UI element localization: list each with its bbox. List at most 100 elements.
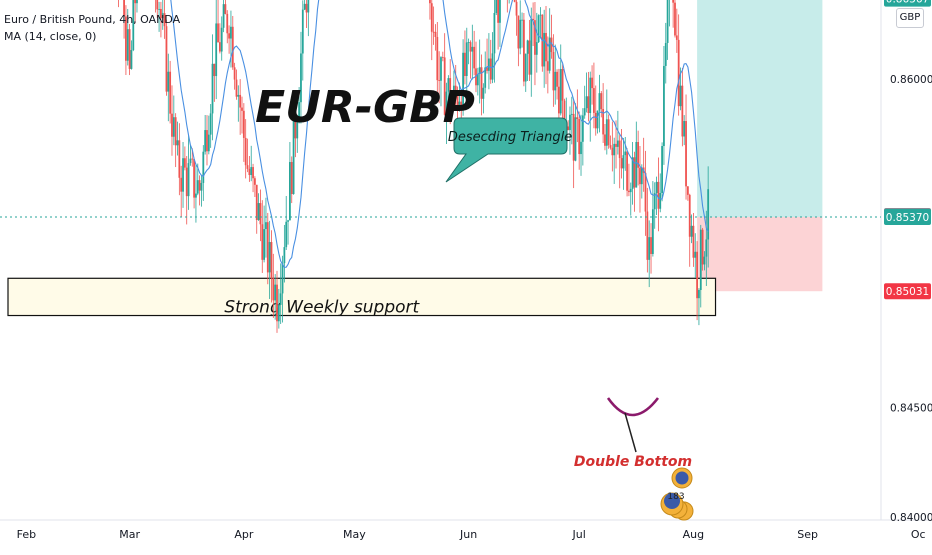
candle-body bbox=[604, 134, 606, 146]
triangle-callout: Desecding Triangle bbox=[445, 117, 572, 183]
candle-body bbox=[222, 4, 225, 28]
candle-body bbox=[594, 112, 597, 129]
candle-body bbox=[644, 172, 647, 212]
candle-body bbox=[607, 119, 610, 146]
target-zone bbox=[697, 0, 823, 217]
y-tick-label: 0.86000 bbox=[890, 74, 932, 86]
candle-body bbox=[438, 80, 441, 81]
candle-body bbox=[235, 79, 238, 97]
candle-body bbox=[163, 13, 166, 27]
candle-body bbox=[659, 193, 662, 209]
candle-body bbox=[136, 0, 138, 4]
candle-body bbox=[653, 193, 656, 210]
candle-body bbox=[476, 73, 479, 86]
candle-body bbox=[523, 19, 525, 82]
candle-body bbox=[569, 114, 571, 131]
candle-body bbox=[228, 33, 230, 39]
candle-body bbox=[224, 4, 227, 14]
candle-body bbox=[237, 94, 240, 97]
candle-body bbox=[123, 0, 125, 17]
candle-body bbox=[469, 42, 472, 52]
indicator-label[interactable]: MA (14, close, 0) bbox=[4, 30, 97, 43]
candle-body bbox=[521, 19, 523, 21]
x-tick-label: Sep bbox=[797, 528, 818, 541]
candle-body bbox=[454, 85, 457, 95]
candle-body bbox=[196, 180, 199, 194]
candle-body bbox=[449, 78, 452, 108]
candle-body bbox=[176, 140, 179, 146]
candle-body bbox=[183, 158, 186, 168]
candle-body bbox=[672, 0, 675, 3]
y-tick-label: 0.84000 bbox=[890, 512, 932, 524]
candle-body bbox=[233, 67, 236, 80]
candle-body bbox=[585, 96, 588, 109]
candle-body bbox=[174, 117, 177, 146]
candle-body bbox=[440, 57, 442, 81]
candle-body bbox=[489, 58, 492, 80]
candle-body bbox=[195, 193, 197, 198]
candle-body bbox=[631, 157, 634, 189]
candle-body bbox=[436, 36, 439, 81]
candle-body bbox=[622, 155, 625, 169]
candle-body bbox=[300, 53, 302, 103]
support-rect bbox=[7, 277, 717, 317]
candle-body bbox=[688, 194, 691, 237]
candle-body bbox=[602, 108, 605, 135]
candle-body bbox=[683, 121, 686, 137]
event-badges[interactable]: 183 bbox=[660, 467, 694, 521]
candle-body bbox=[661, 146, 663, 194]
symbol-label[interactable]: Euro / British Pound, 4h, OANDA bbox=[4, 13, 181, 26]
candle-body bbox=[182, 158, 184, 192]
axis-ticks: 0.880000.875000.870000.865000.860000.845… bbox=[17, 74, 932, 541]
price-badge bbox=[884, 0, 931, 7]
candle-body bbox=[692, 225, 695, 258]
price-badge-label: 0.85031 bbox=[886, 286, 929, 298]
y-tick-label: 0.84500 bbox=[890, 403, 932, 415]
candle-body bbox=[524, 53, 527, 82]
candle-body bbox=[265, 222, 267, 230]
candle-body bbox=[226, 13, 229, 34]
callout-label: Desecding Triangle bbox=[448, 130, 572, 145]
candle-body bbox=[187, 163, 190, 197]
candle-body bbox=[281, 263, 284, 294]
candle-body bbox=[452, 85, 455, 99]
candle-body bbox=[578, 119, 581, 155]
candle-body bbox=[535, 42, 538, 55]
candle-body bbox=[633, 157, 636, 188]
candle-body bbox=[160, 8, 162, 19]
x-tick-label: Aug bbox=[683, 528, 704, 541]
candle-body bbox=[552, 52, 555, 91]
candles bbox=[118, 0, 710, 333]
candle-body bbox=[548, 37, 551, 71]
candle-body bbox=[430, 3, 433, 32]
candle-body bbox=[605, 119, 608, 146]
candle-body bbox=[294, 116, 297, 139]
candle-body bbox=[574, 117, 577, 161]
candle-body bbox=[296, 122, 299, 139]
candle-body bbox=[651, 209, 654, 254]
candle-body bbox=[495, 0, 498, 13]
currency-selector[interactable]: GBP bbox=[896, 8, 924, 28]
candle-body bbox=[261, 224, 264, 260]
support-label: Strong Weekly support bbox=[224, 298, 420, 318]
candle-body bbox=[580, 141, 582, 155]
candle-body bbox=[215, 23, 218, 77]
x-tick-label: Oc bbox=[911, 528, 926, 541]
candle-body bbox=[648, 237, 651, 260]
candle-body bbox=[558, 86, 560, 114]
candle-body bbox=[204, 130, 207, 152]
candle-body bbox=[681, 85, 684, 137]
candle-body bbox=[640, 167, 643, 185]
candle-body bbox=[482, 87, 485, 99]
candle-body bbox=[685, 121, 687, 187]
support-zone: Strong Weekly support bbox=[7, 277, 717, 318]
candle-body bbox=[646, 211, 649, 260]
candle-body bbox=[239, 94, 242, 108]
badge-count: 183 bbox=[667, 492, 684, 502]
candle-body bbox=[620, 158, 623, 169]
candle-body bbox=[546, 61, 549, 71]
candle-body bbox=[441, 57, 444, 58]
